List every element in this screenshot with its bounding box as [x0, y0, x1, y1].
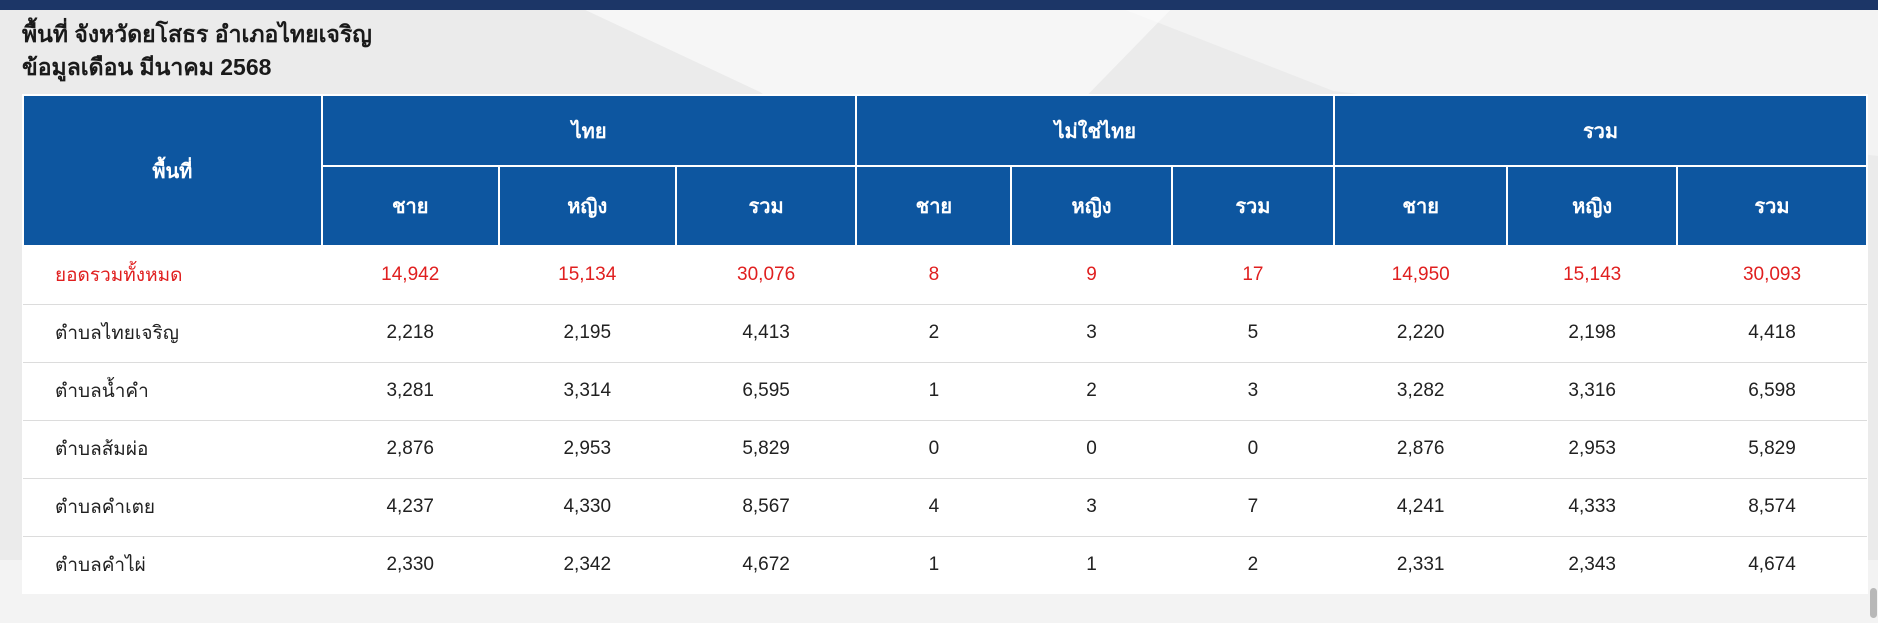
- area-cell: ตำบลไทยเจริญ: [23, 303, 322, 362]
- value-cell: 4,418: [1677, 303, 1867, 362]
- value-cell: 3,281: [321, 361, 499, 420]
- area-cell: ตำบลน้ำคำ: [23, 361, 322, 420]
- column-group-non-thai: ไม่ใช่ไทย: [855, 94, 1336, 167]
- value-cell: 30,093: [1677, 246, 1867, 304]
- table-row-grand-total: ยอดรวมทั้งหมด 14,942 15,134 30,076 8 9 1…: [23, 246, 1867, 304]
- value-cell: 4,241: [1334, 477, 1508, 536]
- area-cell: ตำบลส้มผ่อ: [23, 419, 322, 478]
- value-cell: 4,330: [498, 477, 676, 536]
- value-cell: 9: [1011, 246, 1172, 304]
- column-header-thai-total: รวม: [674, 165, 858, 247]
- value-cell: 4,237: [321, 477, 499, 536]
- area-title: พื้นที่ จังหวัดยโสธร อำเภอไทยเจริญ: [22, 21, 372, 47]
- table-row-subdistrict: ตำบลคำไผ่ 2,330 2,342 4,672 1 1 2 2,331 …: [23, 535, 1867, 594]
- value-cell: 15,134: [498, 246, 676, 304]
- value-cell: 30,076: [675, 246, 857, 304]
- value-cell: 8: [856, 246, 1012, 304]
- value-cell: 5,829: [1677, 419, 1867, 478]
- value-cell: 1: [856, 361, 1012, 420]
- value-cell: 2,342: [498, 535, 676, 594]
- value-cell: 4,674: [1677, 535, 1867, 594]
- value-cell: 6,595: [675, 361, 857, 420]
- value-cell: 2,330: [321, 535, 499, 594]
- column-header-thai-female: หญิง: [497, 165, 677, 247]
- value-cell: 2,343: [1507, 535, 1677, 594]
- value-cell: 2,198: [1507, 303, 1677, 362]
- report-content: พื้นที่ จังหวัดยโสธร อำเภอไทยเจริญ ข้อมู…: [22, 18, 1868, 594]
- value-cell: 3,316: [1507, 361, 1677, 420]
- value-cell: 2,876: [1334, 419, 1508, 478]
- value-cell: 3,314: [498, 361, 676, 420]
- value-cell: 1: [856, 535, 1012, 594]
- value-cell: 2: [1171, 535, 1335, 594]
- value-cell: 1: [1011, 535, 1172, 594]
- value-cell: 2,876: [321, 419, 499, 478]
- value-cell: 15,143: [1507, 246, 1677, 304]
- table-row-subdistrict: ตำบลส้มผ่อ 2,876 2,953 5,829 0 0 0 2,876…: [23, 419, 1867, 478]
- value-cell: 2,331: [1334, 535, 1508, 594]
- table-row-subdistrict: ตำบลคำเตย 4,237 4,330 8,567 4 3 7 4,241 …: [23, 477, 1867, 536]
- value-cell: 7: [1171, 477, 1335, 536]
- value-cell: 0: [1171, 419, 1335, 478]
- value-cell: 2,953: [1507, 419, 1677, 478]
- value-cell: 0: [856, 419, 1012, 478]
- vertical-scrollbar[interactable]: [1869, 0, 1878, 623]
- value-cell: 3,282: [1334, 361, 1508, 420]
- column-header-nonthai-female: หญิง: [1010, 165, 1173, 247]
- column-header-nonthai-total: รวม: [1170, 165, 1336, 247]
- value-cell: 6,598: [1677, 361, 1867, 420]
- area-cell: ยอดรวมทั้งหมด: [23, 246, 322, 304]
- value-cell: 14,950: [1334, 246, 1508, 304]
- value-cell: 0: [1011, 419, 1172, 478]
- column-header-thai-male: ชาย: [320, 165, 500, 247]
- value-cell: 2: [1011, 361, 1172, 420]
- value-cell: 14,942: [321, 246, 499, 304]
- vertical-scrollbar-thumb[interactable]: [1870, 588, 1877, 618]
- column-header-nonthai-male: ชาย: [855, 165, 1013, 247]
- table-row-subdistrict: ตำบลน้ำคำ 3,281 3,314 6,595 1 2 3 3,282 …: [23, 361, 1867, 420]
- value-cell: 2,220: [1334, 303, 1508, 362]
- value-cell: 4,413: [675, 303, 857, 362]
- value-cell: 4,672: [675, 535, 857, 594]
- column-header-area: พื้นที่: [22, 94, 323, 247]
- column-header-all-male: ชาย: [1333, 165, 1509, 247]
- column-header-all-total: รวม: [1676, 165, 1868, 247]
- data-month-title: ข้อมูลเดือน มีนาคม 2568: [22, 54, 272, 80]
- report-titles: พื้นที่ จังหวัดยโสธร อำเภอไทยเจริญ ข้อมู…: [22, 18, 1868, 84]
- value-cell: 5,829: [675, 419, 857, 478]
- population-statistics-table: พื้นที่ ไทย ไม่ใช่ไทย รวม ชาย หญิง รวม ช…: [22, 94, 1868, 594]
- table-row-subdistrict: ตำบลไทยเจริญ 2,218 2,195 4,413 2 3 5 2,2…: [23, 303, 1867, 362]
- value-cell: 4: [856, 477, 1012, 536]
- header-group-row: พื้นที่ ไทย ไม่ใช่ไทย รวม: [22, 94, 1868, 247]
- column-header-all-female: หญิง: [1506, 165, 1678, 247]
- top-navy-bar: [0, 0, 1878, 10]
- value-cell: 2,195: [498, 303, 676, 362]
- value-cell: 5: [1171, 303, 1335, 362]
- value-cell: 2,218: [321, 303, 499, 362]
- column-group-total: รวม: [1333, 94, 1868, 167]
- value-cell: 3: [1011, 477, 1172, 536]
- value-cell: 2,953: [498, 419, 676, 478]
- column-group-thai: ไทย: [320, 94, 858, 167]
- value-cell: 8,567: [675, 477, 857, 536]
- value-cell: 3: [1011, 303, 1172, 362]
- area-cell: ตำบลคำเตย: [23, 477, 322, 536]
- value-cell: 3: [1171, 361, 1335, 420]
- value-cell: 2: [856, 303, 1012, 362]
- area-cell: ตำบลคำไผ่: [23, 535, 322, 594]
- value-cell: 17: [1171, 246, 1335, 304]
- value-cell: 8,574: [1677, 477, 1867, 536]
- value-cell: 4,333: [1507, 477, 1677, 536]
